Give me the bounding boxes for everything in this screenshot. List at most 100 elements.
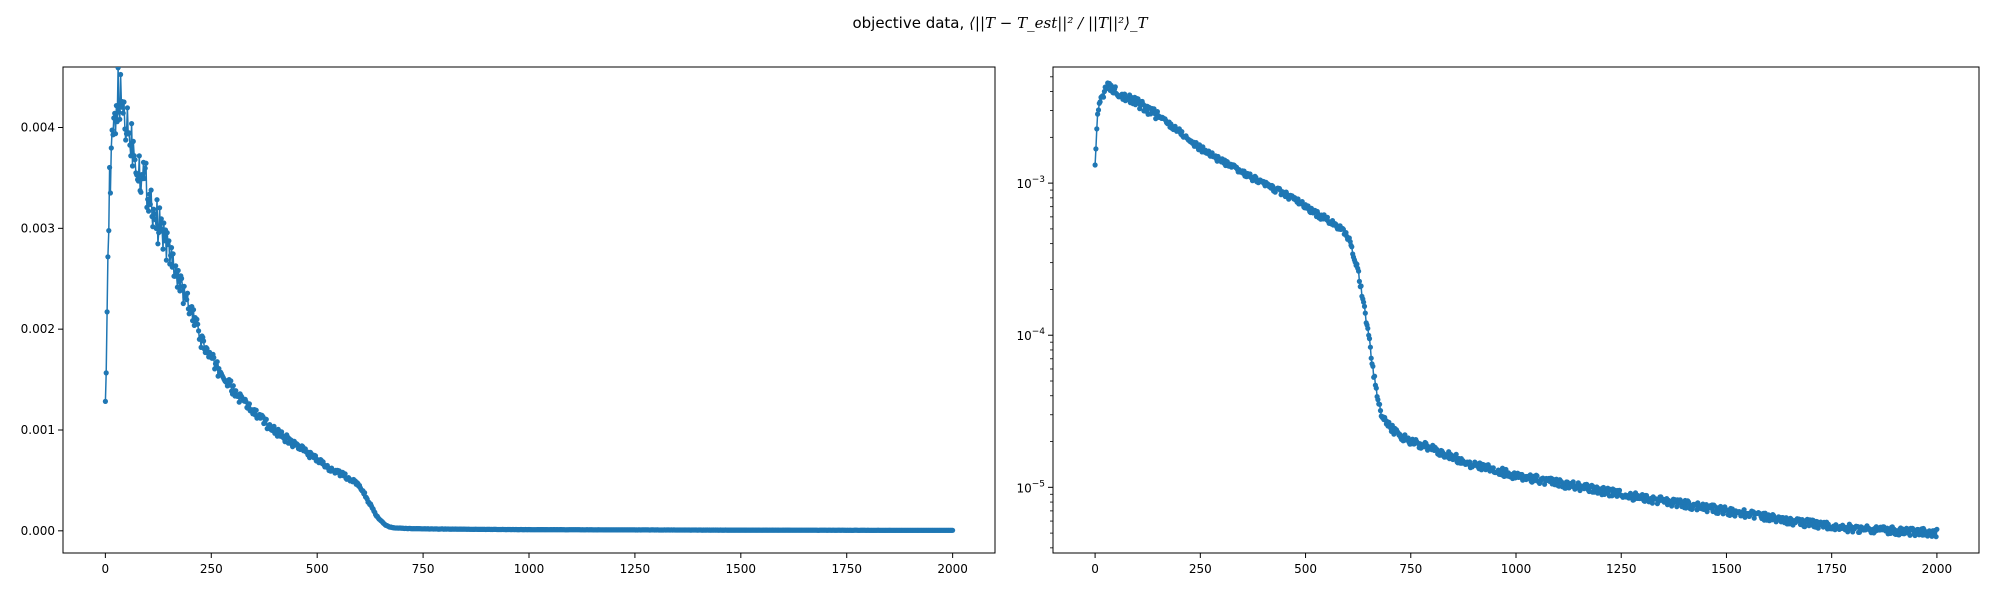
y-tick-label: 0.000 [21,524,55,538]
x-tick-label: 250 [200,562,223,576]
series-point [246,401,252,407]
figure-title-math: ⟨||T − T_est||² / ||T||²⟩_T [969,14,1148,32]
series-point [1112,84,1118,90]
series-point [1478,467,1485,473]
series-point [196,328,202,334]
series-point [1349,244,1355,250]
series-point [105,254,111,260]
series-point [107,190,113,196]
series-point [1467,459,1473,465]
series-point [129,121,135,127]
series-point [1934,526,1940,532]
series-line [1094,80,1938,539]
series-point [204,346,210,352]
series-objective [1092,80,1940,540]
y-tick-label: 10−5 [1016,479,1045,495]
series-point [211,355,217,361]
series-point [1534,473,1540,479]
series-point [126,130,132,136]
series-point [116,109,122,115]
series-point [1367,344,1373,350]
series-point [1373,385,1379,391]
chart-panel-2: 0 250 500 750 1000 1250 1500 1750 2000 10−5 10−4 10… [1016,66,1980,576]
series-point [179,275,185,282]
series-point [154,197,160,203]
series-point [146,191,152,197]
series-point [115,67,121,71]
x-tick-label: 2000 [937,562,968,576]
series-point [177,288,183,294]
series-point [1377,401,1383,407]
series-point [141,175,147,182]
x-tick-label: 500 [1294,562,1317,576]
series-point [1704,509,1710,515]
series-point [164,230,170,236]
series-point [1093,146,1099,152]
series-point [1358,283,1364,289]
series-point [1356,268,1362,274]
series-point [201,338,207,344]
series-point [138,189,144,195]
y-tick-label: 0.002 [21,322,55,336]
series-point [151,211,158,217]
series-point [184,297,190,303]
series-point [124,105,130,111]
x-tick-label: 1000 [514,562,545,576]
series-point [1802,524,1808,530]
series-point [127,142,133,148]
series-point [195,321,201,327]
series-point [106,228,112,234]
series-point [263,416,269,422]
series-point [123,137,129,143]
series-point [147,201,153,207]
y-tick-label: 0.004 [21,120,55,134]
series-point [950,527,956,533]
series-point [1094,126,1100,132]
x-tick-label: 0 [1091,562,1099,576]
x-tick-label: 1000 [1501,562,1532,576]
x-tick-label: 0 [102,562,110,576]
series-point [160,246,166,252]
series-point [1354,261,1360,267]
series-point [1361,303,1368,309]
series-point [184,290,191,296]
x-tick-label: 1750 [1816,562,1847,576]
series-point [118,71,124,78]
series-point [1097,99,1103,105]
series-point [120,110,126,116]
series-point [161,220,167,226]
series-point [1370,363,1376,369]
series-point [107,164,113,171]
x-tick-label: 1750 [831,562,862,576]
series-point [135,178,141,184]
series-point [145,196,151,202]
series-point [153,225,159,231]
series-point [112,110,118,116]
series-point [1368,355,1374,361]
series-point [230,383,236,389]
series-point [121,99,127,105]
series-point [113,103,119,109]
series-point [1366,336,1373,342]
chart-panel-1: 0 250 500 750 1000 1250 1500 1750 2000 0.000 0.001… [21,66,996,576]
y-tick-label: 10−3 [1016,175,1045,191]
series-point [143,160,149,166]
series-point [342,471,348,477]
series-point [129,163,136,169]
series-point [228,378,234,384]
series-point [194,316,200,322]
series-point [233,388,239,394]
series-point [134,172,140,178]
series-point [117,116,123,122]
series-point [1356,278,1362,284]
series-point [1453,451,1459,457]
series-point [155,241,161,247]
x-tick-label: 750 [412,562,435,576]
series-point [1375,397,1381,403]
series-point [1542,481,1548,487]
series-point [170,251,176,257]
series-point [109,127,115,133]
series-point [108,145,114,151]
